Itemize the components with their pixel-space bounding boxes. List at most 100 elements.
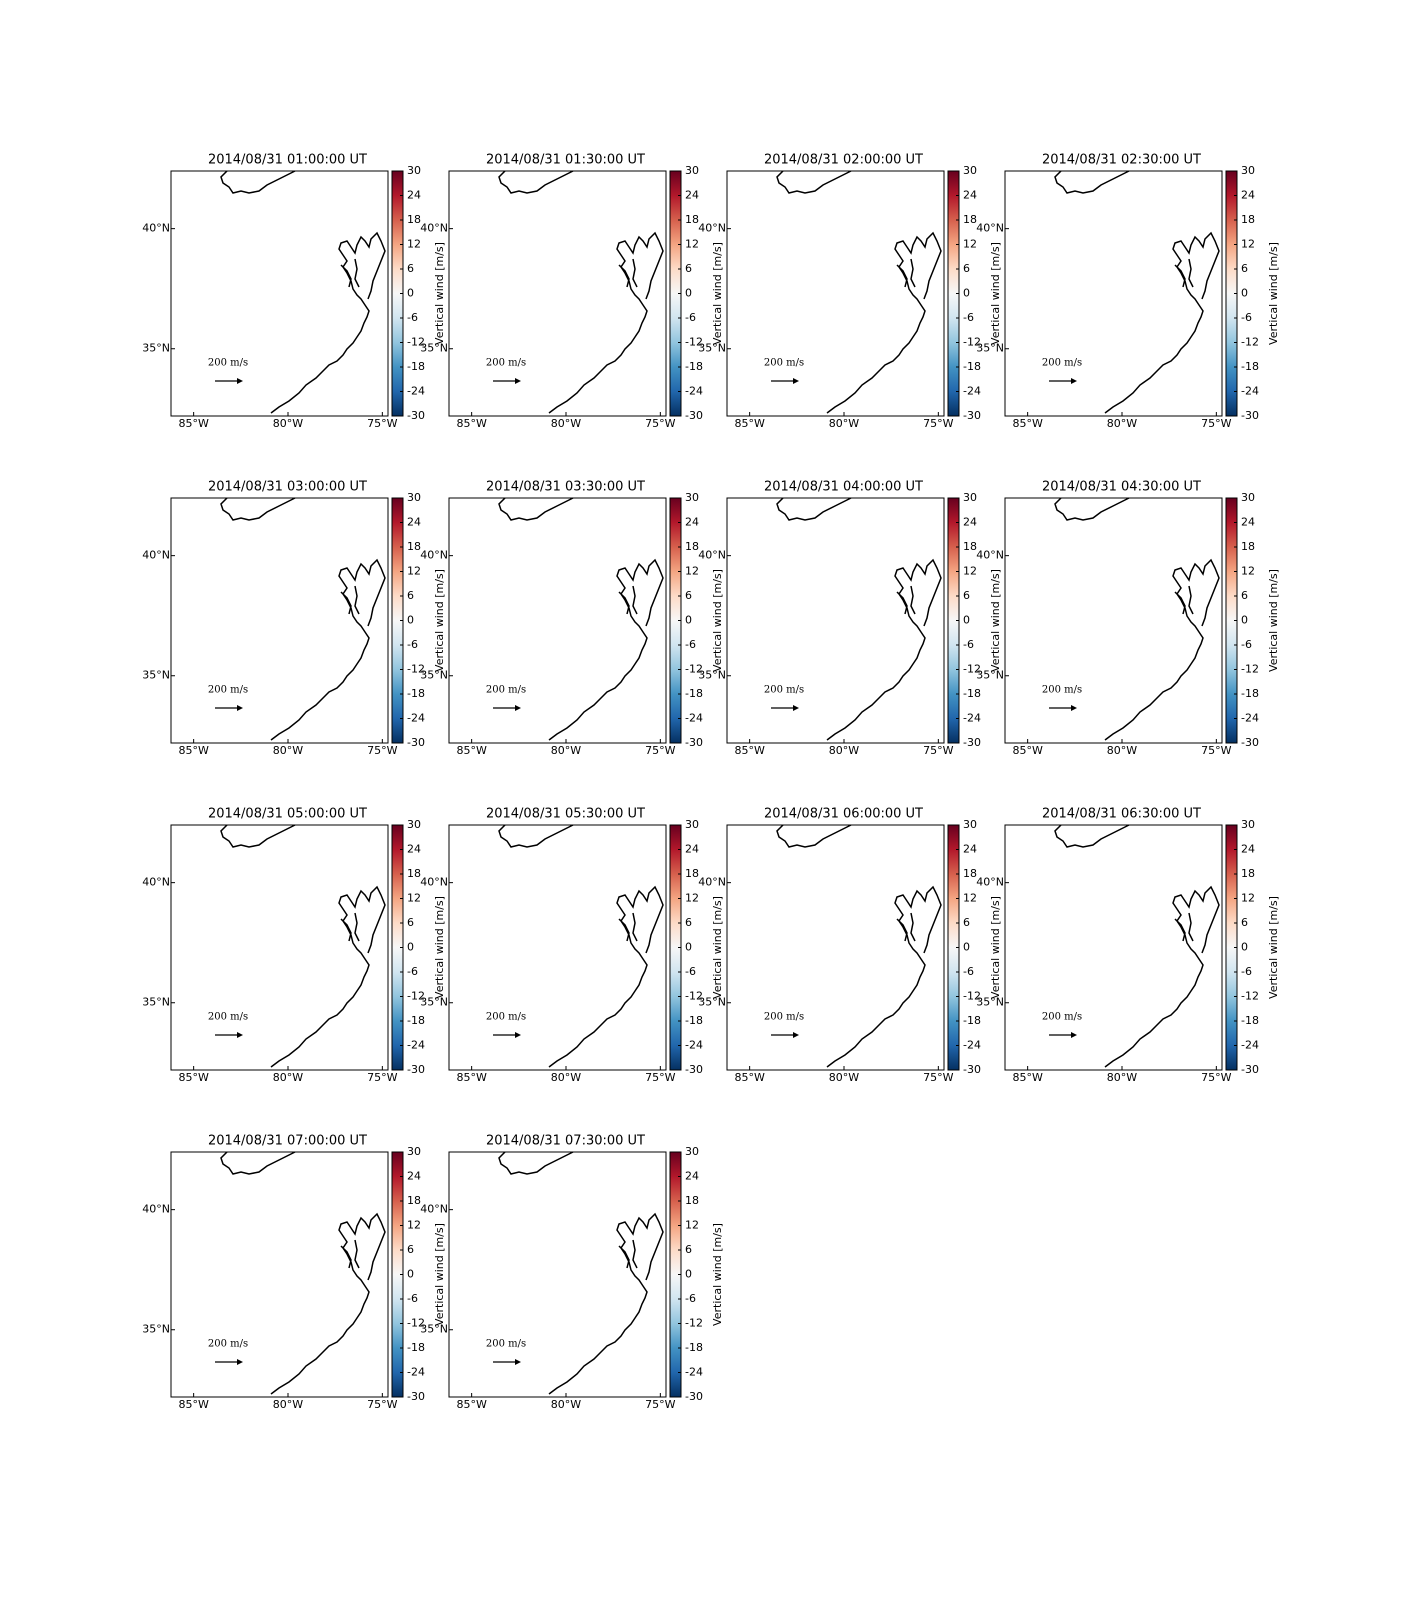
y-tick-label: 40°N (142, 549, 170, 562)
colorbar-label: Vertical wind [m/s] (1267, 896, 1280, 999)
x-tick-label: 80°W (551, 1071, 581, 1084)
map-panel: 2014/08/31 01:30:00 UT 85°W 80°W 75°W 35°N 40… (420, 153, 724, 431)
map-frame (726, 824, 945, 1071)
colorbar-tick-label: 24 (963, 843, 977, 856)
colorbar-tick-label: 24 (407, 843, 421, 856)
colorbar-tick-label: 24 (1241, 516, 1255, 529)
x-tick-label: 75°W (367, 417, 397, 430)
colorbar-tick-label: -18 (685, 1014, 703, 1027)
colorbar-tick-label: 30 (685, 491, 699, 504)
quiver-key-label: 200 m/s (486, 1012, 526, 1023)
x-tick-label: 75°W (645, 744, 675, 757)
colorbar-tick-label: -18 (963, 1014, 981, 1027)
map-panel: 2014/08/31 04:30:00 UT 85°W 80°W 75°W 35°N 40… (976, 480, 1280, 758)
colorbar-tick-label: -6 (685, 965, 696, 978)
x-tick-label: 75°W (1201, 1071, 1231, 1084)
x-tick-label: 80°W (551, 417, 581, 430)
x-tick-label: 85°W (1012, 1071, 1042, 1084)
colorbar-label: Vertical wind [m/s] (711, 1223, 724, 1326)
colorbar-tick-label: -12 (963, 663, 981, 676)
quiver-key-head (515, 1032, 521, 1038)
colorbar-tick-label: -24 (685, 385, 703, 398)
x-tick-label: 85°W (456, 744, 486, 757)
quiver-key-label: 200 m/s (1042, 358, 1082, 369)
y-tick-label: 40°N (420, 1203, 448, 1216)
colorbar-tick-label: 18 (1241, 540, 1255, 553)
colorbar-tick-label: 30 (963, 164, 977, 177)
colorbar-tick-label: 30 (1241, 164, 1255, 177)
coastline (220, 170, 386, 414)
x-tick-label: 75°W (923, 417, 953, 430)
colorbar-tick-label: 0 (685, 287, 692, 300)
colorbar-tick-label: 18 (1241, 867, 1255, 880)
colorbar-tick-label: 6 (407, 589, 414, 602)
colorbar-tick-label: 12 (1241, 565, 1255, 578)
y-tick-label: 40°N (976, 876, 1004, 889)
y-tick-label: 40°N (976, 549, 1004, 562)
colorbar-tick-label: 0 (407, 1268, 414, 1281)
quiver-key-head (793, 705, 799, 711)
quiver-key-head (793, 378, 799, 384)
quiver-key-label: 200 m/s (208, 1339, 248, 1350)
x-tick-label: 80°W (273, 1071, 303, 1084)
quiver-key-label: 200 m/s (486, 685, 526, 696)
colorbar-tick-label: 18 (407, 1194, 421, 1207)
colorbar-tick-label: 18 (685, 867, 699, 880)
map-frame (1004, 170, 1223, 417)
quiver-key-head (237, 705, 243, 711)
panel-title: 2014/08/31 01:00:00 UT (208, 153, 367, 168)
colorbar-tick-label: -18 (407, 687, 425, 700)
x-tick-label: 85°W (1012, 417, 1042, 430)
coastline (1054, 170, 1220, 414)
colorbar-tick-label: -24 (407, 1039, 425, 1052)
map-frame (170, 170, 389, 417)
y-tick-label: 35°N (976, 669, 1004, 682)
colorbar-tick-label: -6 (407, 1292, 418, 1305)
y-tick-label: 35°N (698, 342, 726, 355)
map-frame (726, 170, 945, 417)
colorbar-label: Vertical wind [m/s] (1267, 242, 1280, 345)
colorbar-tick-label: -12 (407, 663, 425, 676)
colorbar-tick-label: 24 (685, 189, 699, 202)
map-panel: 2014/08/31 02:00:00 UT 85°W 80°W 75°W 35°N 40… (698, 153, 1002, 431)
colorbar-tick-label: -6 (407, 638, 418, 651)
y-tick-label: 35°N (420, 1323, 448, 1336)
y-tick-label: 35°N (420, 996, 448, 1009)
map-frame (1004, 824, 1223, 1071)
colorbar-tick-label: 6 (685, 916, 692, 929)
colorbar-tick-label: 6 (407, 262, 414, 275)
colorbar-tick-label: 24 (963, 516, 977, 529)
colorbar-tick-label: 6 (685, 262, 692, 275)
y-tick-label: 40°N (142, 1203, 170, 1216)
x-tick-label: 80°W (1107, 417, 1137, 430)
map-frame (1004, 497, 1223, 744)
colorbar-tick-label: -18 (1241, 687, 1259, 700)
quiver-key-head (515, 378, 521, 384)
colorbar-tick-label: 24 (963, 189, 977, 202)
x-tick-label: 85°W (178, 1398, 208, 1411)
colorbar-tick-label: -6 (685, 638, 696, 651)
colorbar-tick-label: -24 (1241, 385, 1259, 398)
colorbar-tick-label: -24 (685, 1366, 703, 1379)
colorbar-tick-label: -24 (1241, 1039, 1259, 1052)
colorbar-tick-label: 12 (1241, 892, 1255, 905)
colorbar-tick-label: -30 (685, 1390, 703, 1403)
colorbar-tick-label: -24 (685, 712, 703, 725)
colorbar-tick-label: -18 (407, 360, 425, 373)
colorbar-tick-label: -30 (1241, 736, 1259, 749)
x-tick-label: 80°W (273, 417, 303, 430)
colorbar-tick-label: -6 (407, 965, 418, 978)
map-panel: 2014/08/31 06:30:00 UT 85°W 80°W 75°W 35°N 40… (976, 807, 1280, 1085)
colorbar-tick-label: -30 (963, 736, 981, 749)
colorbar-tick-label: 6 (1241, 916, 1248, 929)
panel-title: 2014/08/31 03:00:00 UT (208, 480, 367, 495)
colorbar-tick-label: -12 (1241, 990, 1259, 1003)
y-tick-label: 40°N (142, 222, 170, 235)
colorbar-tick-label: -18 (685, 1341, 703, 1354)
quiver-key-label: 200 m/s (208, 358, 248, 369)
colorbar-tick-label: 12 (963, 892, 977, 905)
x-tick-label: 85°W (178, 744, 208, 757)
x-tick-label: 75°W (367, 1398, 397, 1411)
colorbar-tick-label: 24 (407, 516, 421, 529)
colorbar-tick-label: 12 (407, 892, 421, 905)
